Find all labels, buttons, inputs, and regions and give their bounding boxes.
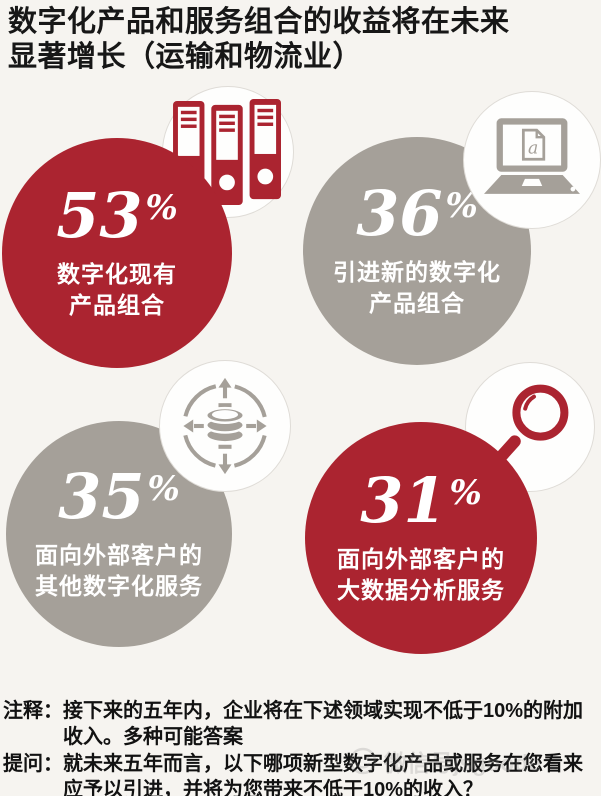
document-letter: a	[528, 139, 538, 159]
title-line-1: 数字化产品和服务组合的收益将在未来	[8, 6, 510, 38]
stat-circle-digitize-existing: 53% 数字化现有 产品组合	[2, 138, 232, 368]
magnifier-icon	[494, 384, 569, 464]
stat-value: 35%	[58, 459, 180, 533]
note-remark-label: 注释：	[3, 700, 63, 722]
stat-label: 引进新的数字化 产品组合	[333, 258, 501, 316]
footnotes: 注释： 接下来的五年内，企业将在下述领域实现不低于10%的附加收入。多种可能答案…	[3, 698, 599, 796]
note-remark-text: 接下来的五年内，企业将在下述领域实现不低于10%的附加收入。多种可能答案	[63, 700, 584, 749]
note-remark: 注释： 接下来的五年内，企业将在下述领域实现不低于10%的附加收入。多种可能答案	[3, 698, 599, 751]
page-title: 数字化产品和服务组合的收益将在未来 显著增长（运输和物流业）	[8, 5, 598, 76]
percent-sign: %	[147, 468, 180, 509]
stat-label: 面向外部客户的 大数据分析服务	[337, 545, 505, 603]
percent-sign: %	[449, 472, 482, 513]
note-question: 提问： 就未来五年而言，以下哪项新型数字化产品或服务在您看来应予以引进，并将为您…	[3, 751, 599, 796]
stat-value: 53%	[56, 178, 178, 252]
title-line-2: 显著增长（运输和物流业）	[8, 41, 363, 74]
stat-value: 31%	[360, 463, 482, 537]
data-distribution-icon-circle	[159, 360, 291, 492]
note-question-label: 提问：	[3, 752, 63, 775]
laptop-icon-circle: a	[463, 91, 601, 229]
note-question-text: 就未来五年而言，以下哪项新型数字化产品或服务在您看来应予以引进，并将为您带来不低…	[63, 752, 583, 796]
stat-circle-big-data-analytics: 31% 面向外部客户的 大数据分析服务	[305, 422, 537, 654]
data-distribution-icon	[182, 377, 268, 475]
stat-label: 数字化现有 产品组合	[57, 260, 177, 318]
stat-label: 面向外部客户的 其他数字化服务	[35, 541, 203, 599]
laptop-document-icon: a	[484, 118, 580, 194]
percent-sign: %	[145, 187, 178, 228]
stat-value: 36%	[356, 176, 478, 250]
